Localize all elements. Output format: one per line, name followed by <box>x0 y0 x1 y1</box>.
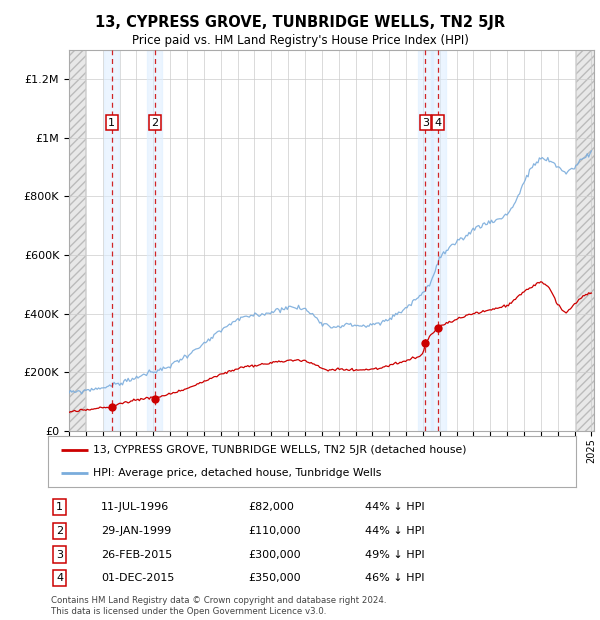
Text: 4: 4 <box>435 118 442 128</box>
Text: £350,000: £350,000 <box>248 574 301 583</box>
Text: 13, CYPRESS GROVE, TUNBRIDGE WELLS, TN2 5JR: 13, CYPRESS GROVE, TUNBRIDGE WELLS, TN2 … <box>95 16 505 30</box>
Text: 2: 2 <box>56 526 63 536</box>
Bar <box>69 50 85 431</box>
Text: 01-DEC-2015: 01-DEC-2015 <box>101 574 174 583</box>
Text: £300,000: £300,000 <box>248 549 301 559</box>
Bar <box>104 50 119 431</box>
Text: 29-JAN-1999: 29-JAN-1999 <box>101 526 171 536</box>
Text: 44% ↓ HPI: 44% ↓ HPI <box>365 526 424 536</box>
Text: 46% ↓ HPI: 46% ↓ HPI <box>365 574 424 583</box>
Text: Contains HM Land Registry data © Crown copyright and database right 2024.
This d: Contains HM Land Registry data © Crown c… <box>51 596 386 616</box>
Text: 44% ↓ HPI: 44% ↓ HPI <box>365 502 424 512</box>
Bar <box>418 50 433 431</box>
Text: HPI: Average price, detached house, Tunbridge Wells: HPI: Average price, detached house, Tunb… <box>93 468 381 478</box>
Text: £110,000: £110,000 <box>248 526 301 536</box>
Text: 49% ↓ HPI: 49% ↓ HPI <box>365 549 424 559</box>
Text: 26-FEB-2015: 26-FEB-2015 <box>101 549 172 559</box>
Text: 2: 2 <box>151 118 158 128</box>
Text: Price paid vs. HM Land Registry's House Price Index (HPI): Price paid vs. HM Land Registry's House … <box>131 34 469 47</box>
Text: 1: 1 <box>108 118 115 128</box>
Text: 3: 3 <box>422 118 429 128</box>
Text: 11-JUL-1996: 11-JUL-1996 <box>101 502 169 512</box>
Text: 13, CYPRESS GROVE, TUNBRIDGE WELLS, TN2 5JR (detached house): 13, CYPRESS GROVE, TUNBRIDGE WELLS, TN2 … <box>93 445 466 454</box>
Text: £82,000: £82,000 <box>248 502 295 512</box>
Text: 1: 1 <box>56 502 63 512</box>
Text: 3: 3 <box>56 549 63 559</box>
Bar <box>431 50 446 431</box>
Text: 4: 4 <box>56 574 63 583</box>
Bar <box>577 50 594 431</box>
Bar <box>147 50 162 431</box>
